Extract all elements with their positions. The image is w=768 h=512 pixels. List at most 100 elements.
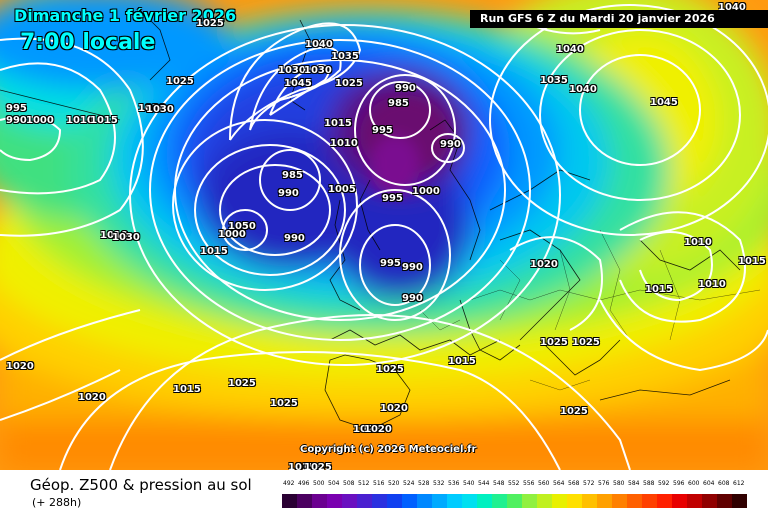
pressure-label: 1000 — [412, 186, 440, 197]
legend-label: 612 — [733, 480, 745, 487]
pressure-label: 1010 — [698, 279, 726, 290]
pressure-label: 1015 — [288, 462, 316, 470]
pressure-label: 990 — [402, 293, 423, 304]
forecast-time: 7:00 locale — [20, 30, 156, 55]
pressure-label: 1030 — [304, 65, 332, 76]
pressure-label: 1020 — [296, 462, 324, 470]
legend-swatch — [552, 494, 567, 508]
pressure-label: 1015 — [448, 356, 476, 367]
pressure-label: 1015 — [200, 246, 228, 257]
legend-label: 604 — [703, 480, 715, 487]
footer: Géop. Z500 & pression au sol (+ 288h) 49… — [0, 470, 768, 512]
pressure-label: 1025 — [228, 378, 256, 389]
legend-label: 556 — [523, 480, 535, 487]
legend-label: 580 — [613, 480, 625, 487]
pressure-label: 1015 — [173, 384, 201, 395]
map-area: Dimanche 1 février 2026 7:00 locale Run … — [0, 0, 768, 470]
pressure-label: 1025 — [572, 337, 600, 348]
legend-label: 552 — [508, 480, 520, 487]
pressure-label: 985 — [282, 170, 303, 181]
legend-swatch — [687, 494, 702, 508]
legend-label: 584 — [628, 480, 640, 487]
legend-label: 564 — [553, 480, 565, 487]
pressure-label: 1025 — [540, 337, 568, 348]
pressure-label: 1050 — [228, 221, 256, 232]
pressure-label: 985 — [388, 98, 409, 109]
pressure-label: 1025 — [166, 76, 194, 87]
legend-swatch — [282, 494, 297, 508]
legend-label: 536 — [448, 480, 460, 487]
pressure-label: 1020 — [6, 361, 34, 372]
isobars — [0, 4, 768, 470]
pressure-label: 1025 — [335, 78, 363, 89]
pressure-label: 1010 — [684, 237, 712, 248]
pressure-label: 995 — [6, 103, 27, 114]
legend-label: 492 — [283, 480, 295, 487]
legend-swatch — [657, 494, 672, 508]
pressure-label: 990 — [284, 233, 305, 244]
legend-label: 516 — [373, 480, 385, 487]
pressure-label: 1030 — [278, 65, 306, 76]
legend-label: 520 — [388, 480, 400, 487]
legend-swatch — [567, 494, 582, 508]
legend-swatch — [537, 494, 552, 508]
legend-swatch — [447, 494, 462, 508]
legend-swatch — [312, 494, 327, 508]
pressure-label: 1025 — [560, 406, 588, 417]
pressure-label: 1015 — [645, 284, 673, 295]
pressure-label: 995 — [380, 258, 401, 269]
pressure-label: 1015 — [738, 256, 766, 267]
legend-swatch — [477, 494, 492, 508]
legend-swatch — [462, 494, 477, 508]
legend-swatch — [357, 494, 372, 508]
pressure-label: 1020 — [78, 392, 106, 403]
legend-label: 500 — [313, 480, 325, 487]
pressure-label: 1040 — [556, 44, 584, 55]
pressure-label: 1030 — [112, 232, 140, 243]
legend-label: 596 — [673, 480, 685, 487]
legend-label: 528 — [418, 480, 430, 487]
legend-swatch — [627, 494, 642, 508]
legend-swatch — [717, 494, 732, 508]
legend-label: 504 — [328, 480, 340, 487]
legend-swatch — [597, 494, 612, 508]
legend-label: 512 — [358, 480, 370, 487]
legend-swatch — [372, 494, 387, 508]
pressure-label: 1035 — [331, 51, 359, 62]
pressure-label: 1020 — [530, 259, 558, 270]
legend-label: 508 — [343, 480, 355, 487]
pressure-label: 1025 — [304, 462, 332, 470]
pressure-label: 1025 — [196, 18, 224, 29]
pressure-label: 1020 — [364, 424, 392, 435]
pressure-label: 1045 — [284, 78, 312, 89]
pressure-label: 1025 — [353, 424, 381, 435]
pressure-label: 1040 — [569, 84, 597, 95]
pressure-label: 1045 — [650, 97, 678, 108]
legend-label: 608 — [718, 480, 730, 487]
pressure-label: 990 — [402, 262, 423, 273]
pressure-label: 1010 — [66, 115, 94, 126]
chart-title: Géop. Z500 & pression au sol — [30, 476, 252, 494]
pressure-label: 990 — [440, 139, 461, 150]
legend-swatch — [507, 494, 522, 508]
pressure-label: 1000 — [26, 115, 54, 126]
forecast-hours: (+ 288h) — [32, 496, 82, 509]
legend-swatch — [402, 494, 417, 508]
legend-label: 496 — [298, 480, 310, 487]
pressure-label: 1015 — [90, 115, 118, 126]
legend-label: 572 — [583, 480, 595, 487]
pressure-label: 1025 — [376, 364, 404, 375]
legend-swatch — [522, 494, 537, 508]
pressure-label: 1010 — [330, 138, 358, 149]
cold-core — [360, 95, 450, 195]
pressure-label: 1030 — [138, 103, 166, 114]
legend-swatch — [297, 494, 312, 508]
color-legend: 492 496 500 504 508 512 516 520 524 528 532 536 540 5… — [282, 476, 752, 510]
legend-swatch — [672, 494, 687, 508]
legend-swatch — [732, 494, 747, 508]
legend-swatch — [387, 494, 402, 508]
pressure-label: 1000 — [218, 229, 246, 240]
pressure-label: 990 — [278, 188, 299, 199]
pressure-label: 1030 — [146, 104, 174, 115]
